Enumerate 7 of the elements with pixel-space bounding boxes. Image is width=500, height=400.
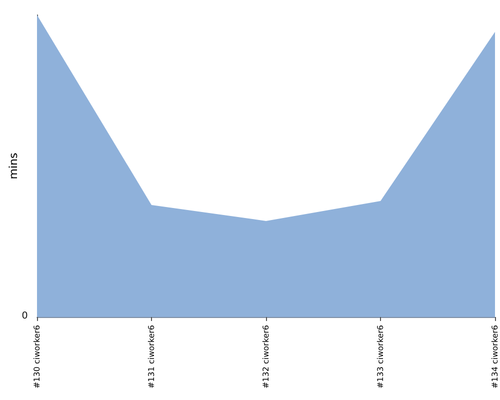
x-tick-label: #134 ciworker6 xyxy=(490,325,500,389)
y-axis-title: mins xyxy=(7,152,20,180)
x-tick-label: #130 ciworker6 xyxy=(32,325,42,389)
x-tick-label: #133 ciworker6 xyxy=(376,325,385,389)
x-tick-label: #131 ciworker6 xyxy=(147,325,156,389)
text: 0 xyxy=(22,310,28,322)
x-tick-label: #132 ciworker6 xyxy=(262,325,270,389)
